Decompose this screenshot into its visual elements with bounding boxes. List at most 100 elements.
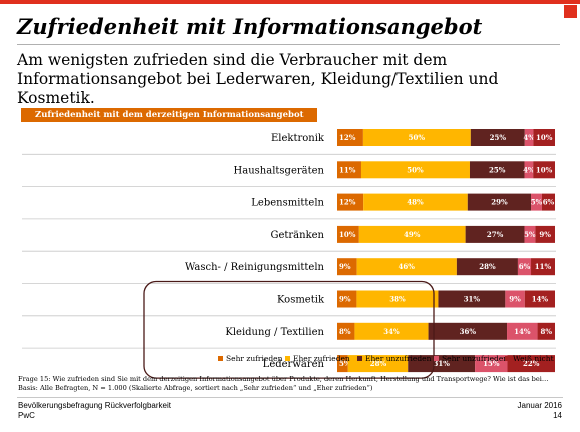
data-label-haushaltsgeräten-sehr-unzufrieden: 4% [523,165,535,174]
category-label-lebensmitteln: Lebensmitteln [251,198,324,209]
data-label-haushaltsgeräten-eher-zufrieden: 50% [407,165,424,174]
data-label-lebensmitteln-sehr-zufrieden: 12% [339,198,356,207]
bar-segment-getränken-eher-unzufrieden [465,225,525,243]
bar-segment-getränken-sehr-zufrieden [337,225,359,243]
footer-left: Bevölkerungsbefragung Rückverfolgbarkeit… [18,401,171,421]
corner-logo-box [564,5,577,18]
legend-swatch-eher-unzufrieden [357,356,362,361]
data-label-lederwaren-weiß-nicht: 22% [523,359,540,368]
data-label-kosmetik-eher-zufrieden: 38% [389,295,406,304]
bar-segment-lederwaren-weiß-nicht [507,355,555,373]
data-label-haushaltsgeräten-sehr-zufrieden: 11% [339,165,356,174]
bar-segment-lederwaren-eher-unzufrieden [408,355,476,373]
bar-segment-elektronik-eher-unzufrieden [470,129,525,146]
data-label-lebensmitteln-eher-zufrieden: 48% [407,198,424,207]
bar-segment-lederwaren-sehr-zufrieden [337,355,348,373]
bar-segment-lederwaren-sehr-unzufrieden [475,355,508,373]
footer-right: Januar 2016 14 [518,401,562,421]
data-label-wasch-reinigungsmitteln-eher-zufrieden: 46% [399,262,416,271]
bar-segment-kosmetik-eher-zufrieden [356,290,439,308]
data-label-kosmetik-weiß-nicht: 14% [532,295,549,304]
data-label-lederwaren-eher-zufrieden: 28% [370,359,387,368]
data-label-elektronik-weiß-nicht: 10% [536,133,553,142]
category-label-kosmetik: Kosmetik [277,295,325,306]
data-label-lederwaren-sehr-unzufrieden: 15% [483,359,500,368]
bar-segment-lebensmitteln-eher-unzufrieden [467,193,532,211]
bar-segment-kosmetik-sehr-unzufrieden [505,290,525,308]
highlight-frame [143,280,435,379]
category-label-getränken: Getränken [270,230,324,241]
page-title: Zufriedenheit mit Informationsangebot [17,14,483,39]
bar-segment-haushaltsgeräten-weiß-nicht [533,161,555,179]
legend-label-sehr-zufrieden: Sehr zufrieden [226,354,283,363]
bar-segment-elektronik-sehr-zufrieden [337,129,363,146]
legend-swatch-eher-zufrieden [285,356,290,361]
top-accent-bar [0,0,580,4]
category-label-wasch-reinigungsmitteln: Wasch- / Reinigungsmitteln [185,262,325,273]
bar-segment-wasch-reinigungsmitteln-sehr-zufrieden [337,258,357,276]
data-label-kosmetik-eher-unzufrieden: 31% [464,295,481,304]
footer-survey-name: Bevölkerungsbefragung Rückverfolgbarkeit [18,401,171,410]
data-label-kleidung-textilien-weiß-nicht: 8% [541,327,553,336]
bar-segment-kleidung-textilien-sehr-unzufrieden [507,322,538,340]
bar-segment-getränken-eher-zufrieden [358,225,466,243]
data-label-kleidung-textilien-sehr-unzufrieden: 14% [514,327,531,336]
footer-company: PwC [18,411,35,420]
legend-swatch-weiß-nicht [505,356,510,361]
bar-segment-wasch-reinigungsmitteln-weiß-nicht [531,258,555,276]
data-label-elektronik-sehr-unzufrieden: 4% [523,133,535,142]
data-label-lebensmitteln-eher-unzufrieden: 29% [491,198,508,207]
footer-page-number: 14 [553,411,562,420]
bar-segment-getränken-sehr-unzufrieden [524,225,536,243]
bar-segment-elektronik-weiß-nicht [533,129,555,146]
data-label-getränken-sehr-unzufrieden: 5% [524,230,536,239]
data-label-lederwaren-eher-unzufrieden: 31% [433,359,450,368]
bar-segment-haushaltsgeräten-sehr-zufrieden [337,161,361,179]
data-label-lebensmitteln-sehr-unzufrieden: 5% [531,198,543,207]
bar-segment-haushaltsgeräten-eher-unzufrieden [469,161,525,179]
legend-swatch-sehr-zufrieden [218,356,223,361]
data-label-lederwaren-sehr-zufrieden: 5% [339,359,351,368]
footnote: Frage 15: Wie zufrieden sind Sie mit dem… [18,375,568,392]
bar-segment-lebensmitteln-weiß-nicht [541,193,555,211]
data-label-kleidung-textilien-eher-unzufrieden: 36% [460,327,477,336]
data-label-haushaltsgeräten-eher-unzufrieden: 25% [489,165,506,174]
data-label-wasch-reinigungsmitteln-sehr-zufrieden: 9% [339,262,351,271]
category-label-kleidung-textilien: Kleidung / Textilien [225,327,324,338]
bar-segment-wasch-reinigungsmitteln-eher-zufrieden [356,258,457,276]
bar-segment-elektronik-eher-zufrieden [362,129,471,146]
footnote-question: Frage 15: Wie zufrieden sind Sie mit dem… [18,375,549,383]
data-label-wasch-reinigungsmitteln-sehr-unzufrieden: 6% [519,262,531,271]
bar-segment-lebensmitteln-sehr-zufrieden [337,193,364,211]
data-label-kleidung-textilien-sehr-zufrieden: 8% [339,327,351,336]
category-label-elektronik: Elektronik [271,133,325,144]
category-label-lederwaren: Lederwaren [263,359,325,370]
bar-segment-kleidung-textilien-weiß-nicht [537,322,555,340]
bar-segment-kleidung-textilien-eher-unzufrieden [428,322,508,340]
bar-segment-kleidung-textilien-sehr-zufrieden [337,322,355,340]
bar-segment-kleidung-textilien-eher-zufrieden [354,322,429,340]
bar-segment-lebensmitteln-eher-zufrieden [363,193,468,211]
bar-segment-kosmetik-eher-unzufrieden [438,290,506,308]
data-label-wasch-reinigungsmitteln-weiß-nicht: 11% [535,262,552,271]
legend-label-eher-zufrieden: Eher zufrieden [293,354,350,363]
data-label-kleidung-textilien-eher-zufrieden: 34% [383,327,400,336]
page-subtitle: Am wenigsten zufrieden sind die Verbrauc… [17,51,499,107]
data-label-getränken-sehr-zufrieden: 10% [339,230,356,239]
title-divider [17,44,560,45]
data-label-getränken-eher-unzufrieden: 27% [487,230,504,239]
bar-segment-kosmetik-sehr-zufrieden [337,290,357,308]
footer-date: Januar 2016 [517,401,562,410]
legend-label-sehr-unzufrieden: Sehr unzufrieden [442,354,508,363]
bar-segment-elektronik-sehr-unzufrieden [524,129,534,146]
legend-label-weiß-nicht: Weiß nicht [513,354,554,363]
bar-segment-lebensmitteln-sehr-unzufrieden [531,193,542,211]
bar-segment-wasch-reinigungsmitteln-eher-unzufrieden [456,258,518,276]
data-label-lebensmitteln-weiß-nicht: 6% [543,198,555,207]
data-label-elektronik-eher-unzufrieden: 25% [490,133,507,142]
data-label-kosmetik-sehr-unzufrieden: 9% [509,295,521,304]
footer-divider [17,397,563,398]
category-label-haushaltsgeräten: Haushaltsgeräten [234,165,325,176]
bar-segment-wasch-reinigungsmitteln-sehr-unzufrieden [517,258,532,276]
